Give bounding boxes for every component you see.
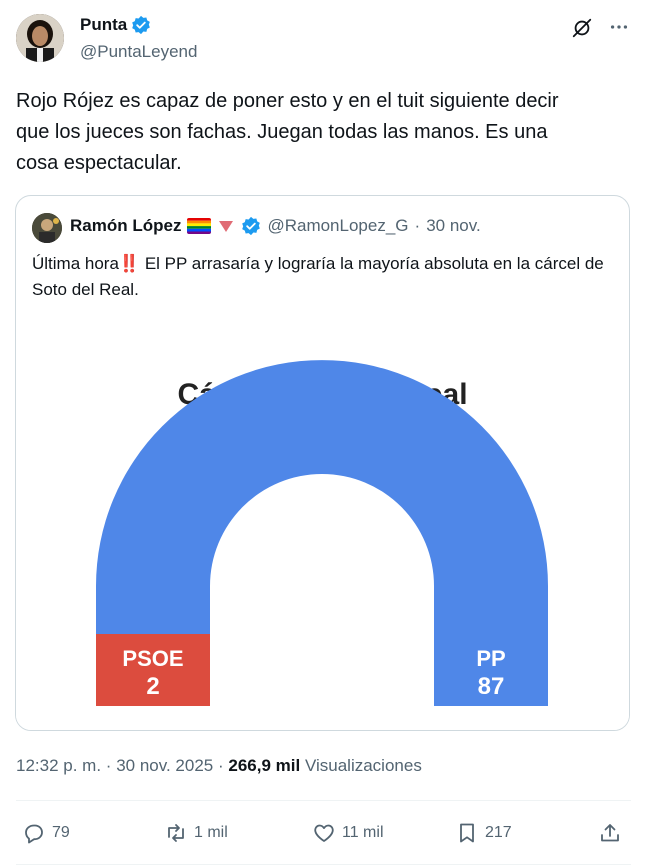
divider-top (16, 800, 631, 801)
repost-count: 1 mil (194, 824, 228, 841)
quoted-text-lead: Última hora (32, 254, 119, 273)
label-value-pp: 87 (478, 673, 505, 700)
rainbow-flag-icon (187, 218, 212, 234)
more-options-icon[interactable] (608, 16, 630, 38)
author-handle[interactable]: @PuntaLeyend (80, 42, 198, 61)
series-block-psoe (96, 634, 210, 706)
like-button[interactable]: 11 mil (312, 816, 384, 850)
quoted-separator: · (414, 216, 421, 235)
author-name[interactable]: Punta (80, 15, 128, 34)
share-icon (601, 824, 619, 842)
grok-icon[interactable] (571, 17, 593, 39)
quoted-date: 30 nov. (426, 216, 481, 235)
quoted-tweet[interactable]: Ramón López @RamonLopez_G · 30 nov. Últi… (15, 195, 630, 731)
author-name-row[interactable]: Punta (80, 15, 151, 35)
tweet-date[interactable]: 30 nov. 2025 (116, 756, 214, 775)
label-value-psoe: 2 (146, 673, 159, 700)
quoted-author-name: Ramón López (70, 216, 182, 235)
heart-icon (314, 824, 334, 842)
quoted-author-handle: @RamonLopez_G (267, 216, 409, 235)
quoted-text-body: El PP arrasaría y lograría la mayoría ab… (32, 254, 604, 299)
reply-button[interactable]: 79 (22, 816, 70, 850)
quoted-author-avatar (32, 213, 62, 243)
series-arc-pp (96, 360, 548, 706)
quoted-text: Última hora‼️ El PP arrasaría y lograría… (32, 251, 617, 303)
tweet-metadata: 12:32 p. m. · 30 nov. 2025 · 266,9 mil V… (16, 756, 422, 776)
author-avatar[interactable] (16, 14, 64, 62)
share-button[interactable] (598, 816, 622, 850)
views-label: Visualizaciones (304, 756, 422, 775)
tweet-time[interactable]: 12:32 p. m. (16, 756, 102, 775)
quoted-verified-badge-icon (242, 216, 261, 236)
divider-bottom (16, 864, 631, 865)
repost-icon (168, 824, 184, 842)
double-exclamation-emoji: ‼️ (118, 254, 141, 273)
bookmark-count: 217 (485, 824, 512, 841)
meta-separator-2: · (217, 756, 224, 775)
verified-badge-icon (132, 15, 151, 35)
bookmark-icon (460, 823, 474, 843)
views-count: 266,9 mil (228, 756, 301, 775)
reply-icon (25, 824, 43, 844)
action-bar: 79 1 mil 11 mil 217 (0, 816, 647, 850)
meta-separator: · (105, 756, 112, 775)
reply-count: 79 (52, 824, 70, 841)
label-name-pp: PP (476, 646, 505, 671)
label-name-psoe: PSOE (122, 646, 183, 671)
repost-button[interactable]: 1 mil (164, 816, 228, 850)
like-count: 11 mil (342, 824, 384, 841)
tweet-text: Rojo Rójez es capaz de poner esto y en e… (16, 90, 559, 174)
red-triangle-icon (219, 221, 234, 232)
quoted-header: Ramón López @RamonLopez_G · 30 nov. (70, 216, 481, 236)
bookmark-button[interactable]: 217 (455, 816, 512, 850)
